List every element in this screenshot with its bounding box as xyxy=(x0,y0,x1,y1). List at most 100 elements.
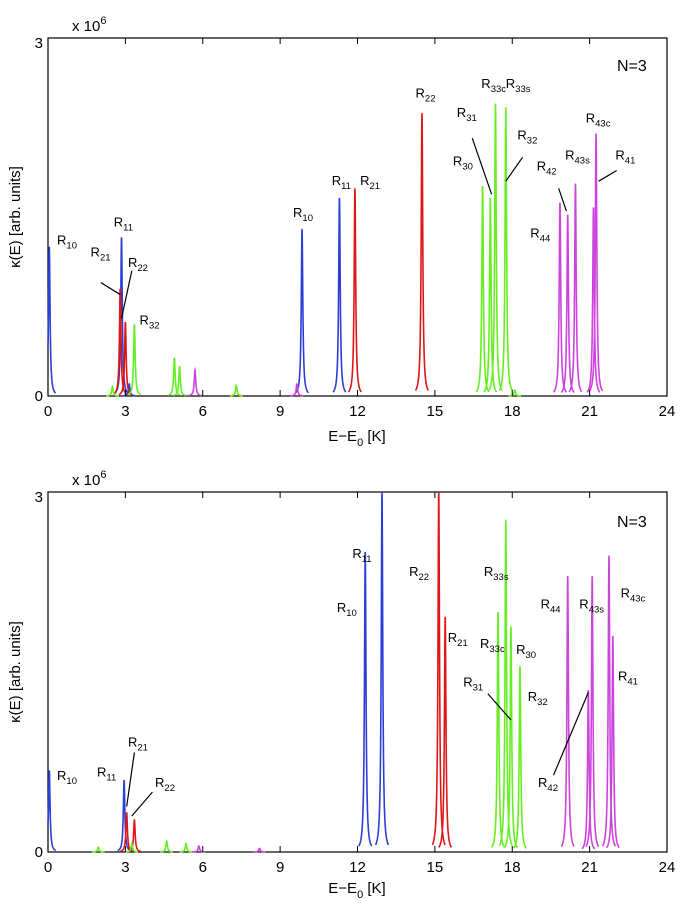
bottom-peak-label-r32-12: R32 xyxy=(528,689,548,708)
bottom-peak-label-r21-7: R21 xyxy=(448,630,468,649)
bottom-x-axis-label: E−E0 [K] xyxy=(328,880,385,901)
bottom-peak-r2-3 xyxy=(438,616,453,848)
bottom-x-tick-label-6: 18 xyxy=(504,859,521,876)
top-peak-r3-6 xyxy=(483,197,498,393)
bottom-peak-r1-3 xyxy=(374,491,390,846)
top-peak-r3-1 xyxy=(127,324,142,396)
top-leader-line-5 xyxy=(598,169,618,182)
bottom-y-tick-label-0: 0 xyxy=(35,844,43,861)
top-peak-r2-2 xyxy=(347,188,362,393)
top-peak-label-r11-1: R11 xyxy=(114,215,133,234)
top-peak-label-r21-7: R21 xyxy=(360,173,380,192)
bottom-peak-r4-6 xyxy=(605,635,620,849)
bottom-peak-r3-5 xyxy=(498,519,513,846)
bottom-peak-label-r41-16: R41 xyxy=(618,668,638,687)
bottom-x-tick-label-8: 24 xyxy=(659,859,676,876)
bottom-peak-label-r11-1: R11 xyxy=(97,764,116,783)
bottom-leader-line-2 xyxy=(487,693,512,721)
top-peak-r1-0 xyxy=(47,246,57,394)
bottom-peak-label-r30-10: R30 xyxy=(516,642,536,661)
bottom-peak-r4-5 xyxy=(601,555,617,847)
bottom-peak-label-r22-3: R22 xyxy=(155,775,175,794)
top-x-tick-label-0: 0 xyxy=(44,403,52,420)
bottom-x-tick-label-7: 21 xyxy=(581,859,598,876)
top-y-tick-label-0: 0 xyxy=(35,388,43,405)
top-peak-label-r41-17: R41 xyxy=(615,148,635,167)
bottom-x-tick-label-2: 6 xyxy=(199,859,207,876)
top-leader-line-3 xyxy=(505,156,524,182)
top-peak-r2-0 xyxy=(113,288,128,395)
top-peak-label-r43s-15: R43s xyxy=(565,148,590,167)
bottom-leader-lines xyxy=(126,692,589,817)
bottom-peak-label-r11-5: R11 xyxy=(352,546,371,565)
top-peak-r3-4 xyxy=(229,383,243,397)
bottom-peak-r3-3 xyxy=(179,842,193,853)
top-peak-label-r22-8: R22 xyxy=(416,86,436,105)
top-peak-label-r11-6: R11 xyxy=(332,173,351,192)
bottom-peak-r2-1 xyxy=(127,819,141,853)
top-title: N=3 xyxy=(617,58,647,75)
top-x-tick-label-4: 12 xyxy=(349,403,366,420)
top-y-scale-label: x 106 xyxy=(72,15,106,35)
bottom-peak-r3-2 xyxy=(160,839,174,853)
bottom-peak-r2-2 xyxy=(431,491,446,846)
bottom-peak-label-r43s-14: R43s xyxy=(579,596,604,615)
top-x-tick-label-1: 3 xyxy=(121,403,129,420)
bottom-peak-r1-2 xyxy=(358,551,373,847)
top-x-tick-label-5: 15 xyxy=(427,403,444,420)
top-peak-label-r33c-11: R33c xyxy=(481,76,506,95)
top-peak-r4-2 xyxy=(552,202,567,393)
bottom-peak-r1-1 xyxy=(117,779,131,852)
bottom-leader-line-3 xyxy=(552,692,589,776)
bottom-peak-r1-0 xyxy=(47,770,57,852)
bottom-title: N=3 xyxy=(617,514,647,531)
bottom-peak-r4-3 xyxy=(581,689,596,850)
top-x-tick-label-6: 18 xyxy=(504,403,521,420)
top-peak-label-r21-2: R21 xyxy=(91,244,111,263)
top-leader-line-1 xyxy=(120,270,133,319)
top-peak-label-r10-0: R10 xyxy=(57,232,77,251)
top-peaks xyxy=(47,103,604,397)
top-peak-label-r10-5: R10 xyxy=(293,205,313,224)
bottom-y-tick-label-1: 3 xyxy=(35,489,43,506)
bottom-x-tick-label-0: 0 xyxy=(44,859,52,876)
top-peak-r3-8 xyxy=(498,107,513,391)
top-peak-label-r43c-16: R43c xyxy=(586,111,611,130)
bottom-peak-label-r21-2: R21 xyxy=(128,734,148,753)
top-leader-line-2 xyxy=(471,138,493,195)
top-leader-lines xyxy=(100,138,618,319)
top-peak-r2-3 xyxy=(414,113,430,391)
top-peak-r4-3 xyxy=(560,214,575,393)
bottom-peak-label-r10-0: R10 xyxy=(57,768,77,787)
top-peak-label-r22-3: R22 xyxy=(128,255,148,274)
bottom-peak-label-r10-4: R10 xyxy=(337,600,357,619)
top-peak-r4-4 xyxy=(568,183,583,393)
top-peak-r4-0 xyxy=(188,366,202,397)
bottom-peak-r4-1 xyxy=(253,847,266,853)
bottom-peak-r3-0 xyxy=(91,846,105,853)
bottom-peak-labels: R10 R11 R21 R22 R10 R11 R22 R21 R33s R33c R30 R31 R3… xyxy=(57,546,646,794)
bottom-peak-label-r31-11: R31 xyxy=(463,674,483,693)
bottom-peaks xyxy=(47,491,620,853)
top-peak-label-r32-13: R32 xyxy=(517,127,537,146)
bottom-x-tick-label-5: 15 xyxy=(427,859,444,876)
top-x-tick-label-8: 24 xyxy=(659,403,676,420)
top-peak-label-r32-4: R32 xyxy=(140,312,160,331)
bottom-peak-label-r33c-9: R33c xyxy=(480,636,505,655)
bottom-peak-label-r43c-15: R43c xyxy=(621,586,646,605)
bottom-peak-label-r44-13: R44 xyxy=(541,596,561,615)
top-leader-line-4 xyxy=(558,188,567,212)
bottom-peak-r3-1 xyxy=(125,842,139,853)
top-ticks: 0 3 6 9 12 15 18 21 24 0 3 xyxy=(35,35,676,420)
bottom-x-tick-label-3: 9 xyxy=(276,859,284,876)
top-peak-r3-3 xyxy=(172,365,187,397)
bottom-peak-label-r42-17: R42 xyxy=(538,775,558,794)
bottom-y-scale-label: x 106 xyxy=(72,469,106,489)
top-peak-r4-6 xyxy=(589,133,604,392)
top-peak-r1-4 xyxy=(332,197,347,393)
bottom-x-tick-label-1: 3 xyxy=(121,859,129,876)
top-leader-line-0 xyxy=(100,282,121,296)
